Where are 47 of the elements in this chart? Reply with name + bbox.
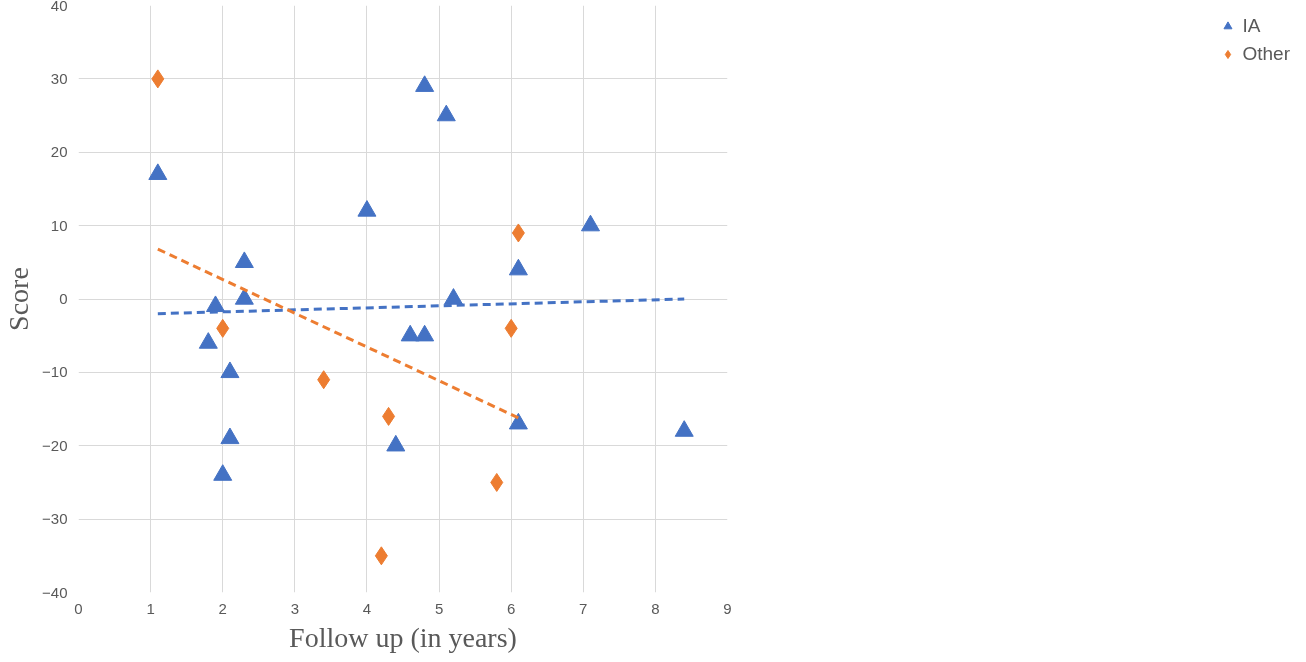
point xyxy=(198,332,218,349)
y-tick-label: −40 xyxy=(42,583,68,601)
point xyxy=(400,324,420,342)
point xyxy=(386,434,406,452)
y-tick-label: 20 xyxy=(50,143,68,161)
x-tick-label: 2 xyxy=(218,599,227,617)
x-tick-label: 8 xyxy=(651,599,660,617)
x-tick-label: 9 xyxy=(723,599,732,617)
y-tick-label: 40 xyxy=(50,0,68,14)
point xyxy=(234,288,254,305)
point xyxy=(206,295,226,313)
y-tick-label: −20 xyxy=(42,436,68,454)
point xyxy=(443,288,463,305)
legend-label: Other xyxy=(1242,43,1290,65)
point xyxy=(415,75,435,92)
point xyxy=(220,427,240,445)
y-tick-label: 30 xyxy=(50,69,68,87)
point xyxy=(213,464,233,481)
point xyxy=(580,214,600,232)
point xyxy=(234,251,254,269)
point xyxy=(216,318,230,338)
y-tick-label: −10 xyxy=(42,363,68,381)
point xyxy=(374,546,388,566)
point xyxy=(436,104,456,122)
y-tick-label: 0 xyxy=(59,290,68,307)
point xyxy=(504,318,518,338)
point xyxy=(674,420,694,437)
y-tick-label: −30 xyxy=(42,510,68,528)
x-tick-label: 1 xyxy=(146,599,155,617)
point xyxy=(220,361,240,379)
x-tick-label: 7 xyxy=(579,599,588,617)
y-axis-title: Score xyxy=(3,267,35,331)
x-tick-label: 0 xyxy=(74,599,83,617)
point xyxy=(490,472,504,492)
point xyxy=(508,258,528,276)
point xyxy=(148,163,168,180)
x-tick-label: 5 xyxy=(434,599,444,617)
y-tick-label: 10 xyxy=(50,216,68,234)
x-tick-label: 4 xyxy=(362,599,372,617)
point xyxy=(382,406,396,426)
legend-label: IA xyxy=(1242,15,1262,37)
point xyxy=(415,324,435,342)
point xyxy=(357,200,377,217)
x-tick-label: 3 xyxy=(290,599,300,617)
x-tick-label: 6 xyxy=(507,599,516,617)
point xyxy=(508,412,528,430)
x-axis-title: Follow up (in years) xyxy=(289,621,517,653)
